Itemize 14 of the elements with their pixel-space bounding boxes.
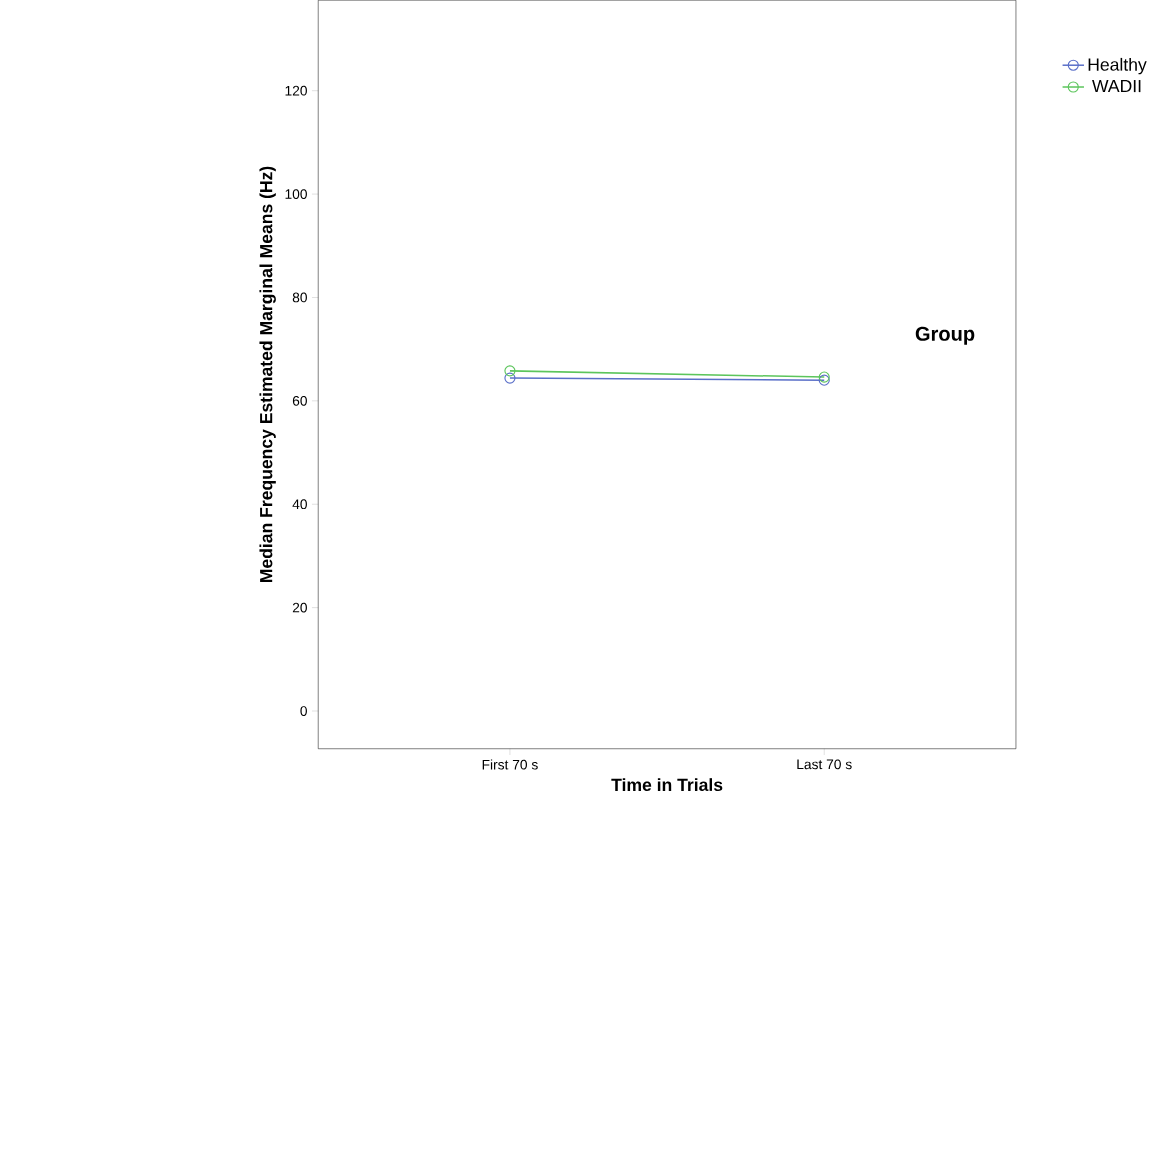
y-tick-label: 20: [292, 602, 307, 613]
legend-title: Group: [915, 326, 975, 345]
y-axis-title: Median Frequency Estimated Marginal Means (Hz): [259, 166, 276, 583]
legend-label: WADII: [1092, 80, 1141, 93]
y-tick-label: 100: [285, 189, 307, 199]
y-tick-label: 80: [292, 292, 307, 303]
y-tick-label: 0: [300, 706, 307, 716]
x-tick-label: First 70 s: [482, 759, 538, 770]
x-axis-title: Time in Trials: [611, 778, 723, 792]
y-tick-label: 40: [292, 499, 307, 510]
x-tick-label: Last 70 s: [797, 759, 852, 770]
y-tick-label: 120: [285, 85, 307, 96]
legend-label: Healthy: [1088, 57, 1147, 75]
y-tick-label: 60: [292, 396, 307, 406]
